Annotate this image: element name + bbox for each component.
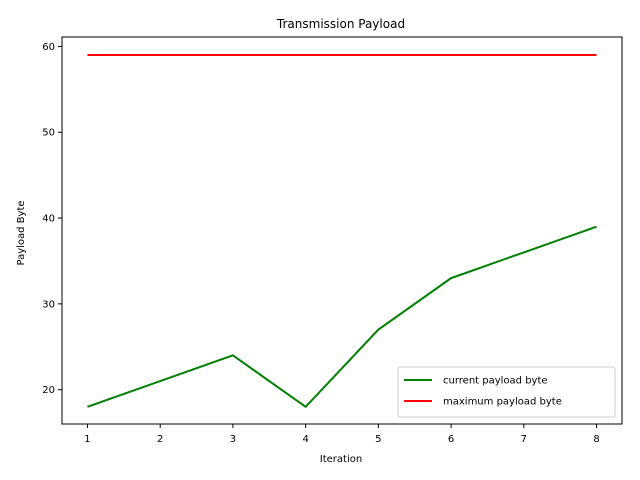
legend-label-1: maximum payload byte	[443, 397, 562, 408]
legend-box	[397, 366, 616, 418]
y-axis-ticks: 20 30 40 50 60	[42, 42, 62, 396]
x-tick-label: 2	[157, 434, 163, 445]
legend: current payload byte maximum payload byte	[397, 366, 616, 418]
plot-area	[61, 36, 623, 425]
x-axis-ticks: 1 2 3 4 5 6 7 8	[84, 424, 600, 445]
legend-label-0: current payload byte	[443, 376, 548, 387]
y-tick-label: 60	[42, 42, 55, 53]
x-tick-label: 6	[448, 434, 454, 445]
y-tick-label: 30	[42, 299, 55, 310]
x-tick-label: 3	[230, 434, 236, 445]
chart-title: Transmission Payload	[276, 17, 405, 31]
x-axis-label: Iteration	[320, 454, 362, 465]
series-layer	[87, 54, 597, 408]
series-line-0	[87, 225, 597, 408]
x-tick-label: 4	[302, 434, 308, 445]
x-tick-label: 1	[84, 434, 90, 445]
x-tick-label: 5	[375, 434, 381, 445]
plot-frame	[61, 36, 623, 425]
y-axis-label: Payload Byte	[16, 200, 27, 265]
x-tick-label: 7	[521, 434, 527, 445]
y-tick-label: 20	[42, 385, 55, 396]
x-tick-label: 8	[593, 434, 599, 445]
y-tick-label: 50	[42, 128, 55, 139]
y-tick-label: 40	[42, 214, 55, 225]
